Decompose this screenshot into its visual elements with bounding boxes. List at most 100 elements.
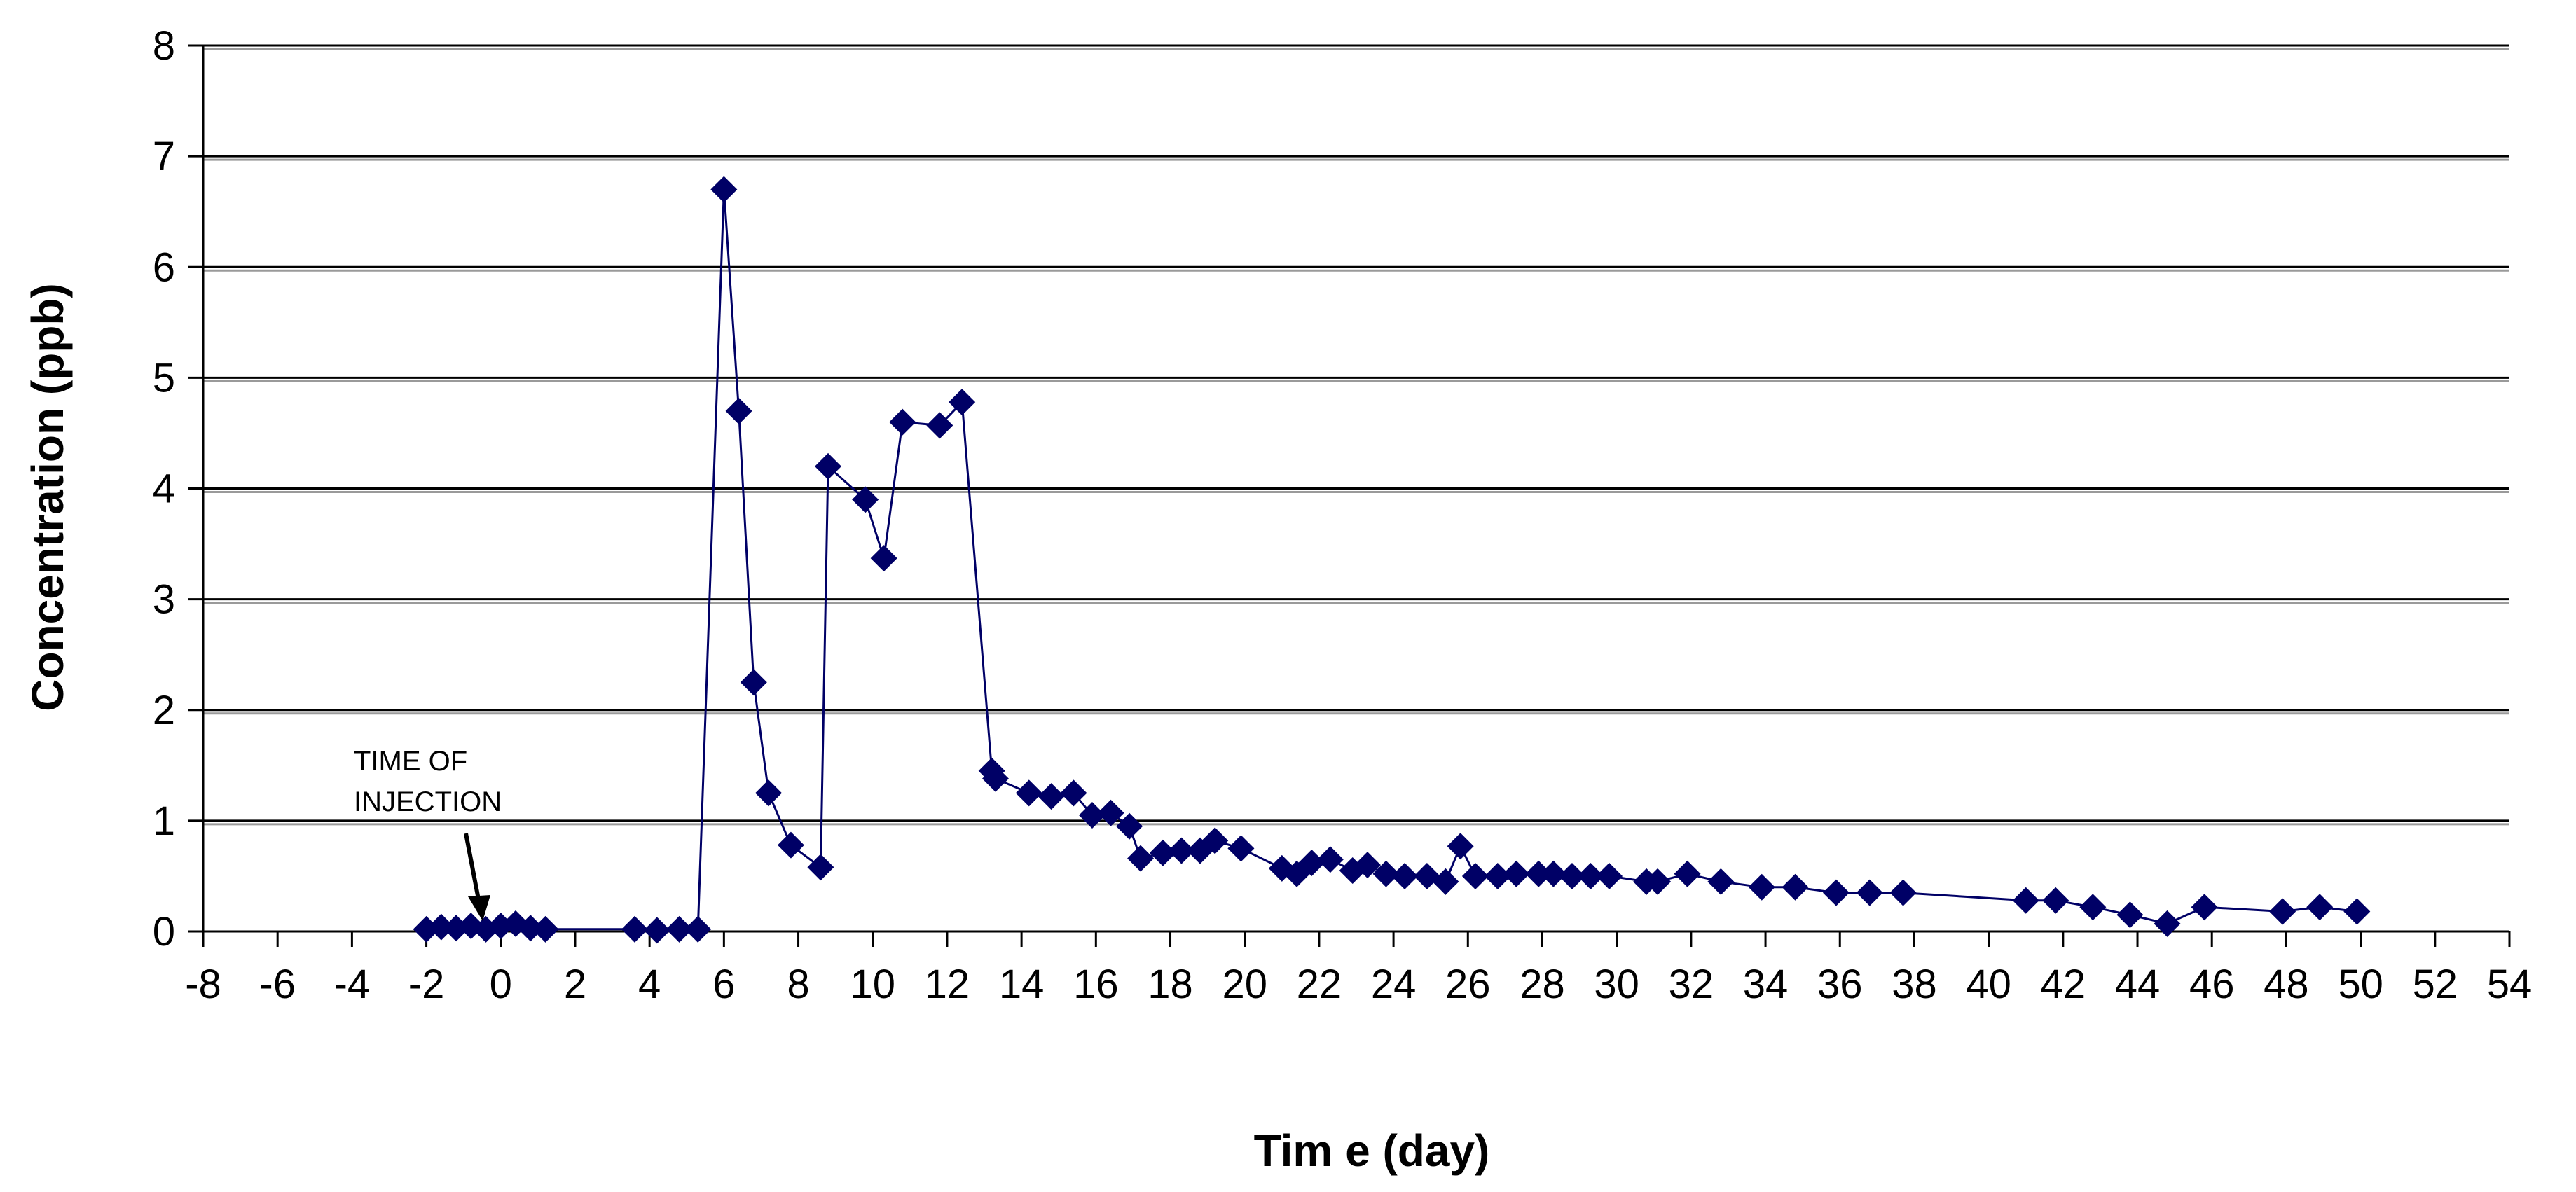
data-point-marker: [684, 915, 712, 943]
data-point-marker: [889, 408, 916, 436]
data-point-marker: [1316, 846, 1344, 873]
data-point-marker: [1391, 862, 1419, 889]
x-tick-label: 42: [2041, 962, 2086, 1007]
data-point-marker: [755, 779, 783, 807]
x-tick-label: 12: [925, 962, 970, 1007]
series-line: [426, 188, 2357, 931]
y-tick-label: 0: [153, 909, 175, 955]
x-tick-label: 16: [1073, 962, 1119, 1007]
data-point-marker: [949, 389, 976, 416]
data-point-marker: [666, 915, 693, 943]
data-point-marker: [621, 915, 648, 943]
x-tick-label: 32: [1669, 962, 1714, 1007]
data-point-marker: [532, 915, 559, 943]
data-point-marker: [517, 915, 544, 942]
data-point-marker: [1015, 779, 1042, 807]
data-point-marker: [1558, 862, 1585, 889]
data-point-marker: [1447, 833, 1474, 860]
data-point-marker: [1644, 868, 1672, 895]
data-point-marker: [1596, 862, 1623, 889]
x-tick-labels: -8 -6 -4 -2 0 2 4 6 8 10 12 14 16 18 20 22 24 26 28 30 32 34 3…: [185, 962, 2532, 1007]
y-tick-label: 5: [153, 355, 175, 401]
data-point-marker: [1060, 779, 1087, 807]
x-tick-label: 28: [1520, 962, 1565, 1007]
data-point-marker: [982, 765, 1009, 792]
data-point-marker: [2154, 910, 2181, 937]
data-point-marker: [1748, 873, 1775, 901]
x-tick-label: 14: [999, 962, 1045, 1007]
data-point-marker: [1707, 868, 1735, 895]
x-tick-label: 20: [1222, 962, 1267, 1007]
x-tick-label: 10: [850, 962, 895, 1007]
data-point-marker: [1856, 879, 1883, 906]
x-tick-label: 48: [2264, 962, 2309, 1007]
data-point-marker: [807, 854, 834, 881]
x-tick-label: 52: [2413, 962, 2458, 1007]
x-tick-label: 18: [1148, 962, 1193, 1007]
data-point-marker: [1822, 879, 1850, 906]
x-tick-label: -2: [408, 962, 445, 1007]
data-point-marker: [1577, 862, 1604, 889]
annotation-line-2: INJECTION: [354, 786, 502, 817]
axes: [188, 44, 2511, 947]
x-tick-label: 4: [638, 962, 661, 1007]
y-tick-labels: 0 1 2 3 4 5 6 7 8: [153, 23, 175, 955]
y-tick-label: 7: [153, 134, 175, 179]
y-axis-title: Concentration (ppb): [22, 283, 73, 711]
data-point-marker: [1674, 860, 1701, 887]
data-point-marker: [1127, 845, 1155, 872]
data-point-marker: [2012, 887, 2039, 914]
data-point-marker: [1116, 812, 1143, 840]
data-point-marker: [1503, 860, 1530, 887]
x-tick-label: 0: [490, 962, 512, 1007]
data-point-marker: [1168, 837, 1195, 864]
data-point-marker: [926, 412, 953, 439]
data-point-marker: [815, 452, 842, 480]
x-tick-label: 40: [1966, 962, 2011, 1007]
x-tick-label: 8: [787, 962, 809, 1007]
data-point-marker: [2269, 898, 2296, 925]
data-point-marker: [2079, 894, 2107, 921]
x-tick-label: 36: [1817, 962, 1863, 1007]
data-point-marker: [1540, 860, 1567, 887]
x-tick-label: 2: [564, 962, 586, 1007]
annotation-group: TIME OF INJECTION: [354, 746, 502, 921]
x-tick-label: 6: [712, 962, 735, 1007]
y-tick-label: 8: [153, 23, 175, 69]
annotation-arrowhead: [468, 895, 490, 921]
data-point-marker: [1227, 835, 1255, 862]
data-point-marker: [2042, 887, 2069, 914]
x-tick-label: 22: [1297, 962, 1342, 1007]
data-point-marker: [1097, 799, 1124, 826]
data-point-marker: [1298, 849, 1325, 876]
x-tick-label: 54: [2487, 962, 2533, 1007]
data-point-marker: [740, 669, 767, 696]
data-point-marker: [643, 917, 670, 944]
x-tick-label: 44: [2115, 962, 2161, 1007]
data-point-marker: [1038, 783, 1065, 810]
data-point-marker: [1432, 868, 1459, 895]
x-tick-label: 38: [1892, 962, 1937, 1007]
x-tick-label: 24: [1371, 962, 1417, 1007]
data-point-marker: [777, 831, 804, 859]
data-point-marker: [1525, 860, 1552, 887]
series-group: [413, 176, 2371, 944]
x-tick-label: 46: [2189, 962, 2235, 1007]
y-tick-label: 1: [153, 798, 175, 844]
gridlines: [203, 44, 2509, 826]
y-tick-label: 6: [153, 244, 175, 290]
data-point-marker: [427, 913, 455, 941]
x-tick-label: -8: [185, 962, 221, 1007]
x-tick-label: -4: [334, 962, 371, 1007]
x-tick-label: 30: [1594, 962, 1639, 1007]
data-point-marker: [2191, 894, 2218, 921]
data-point-marker: [1079, 801, 1106, 829]
x-tick-label: 26: [1445, 962, 1491, 1007]
data-point-marker: [2306, 894, 2334, 921]
data-point-marker: [1149, 839, 1176, 866]
x-tick-label: 34: [1743, 962, 1789, 1007]
x-tick-label: -6: [259, 962, 296, 1007]
y-tick-label: 4: [153, 466, 175, 512]
data-point-marker: [1372, 860, 1400, 887]
